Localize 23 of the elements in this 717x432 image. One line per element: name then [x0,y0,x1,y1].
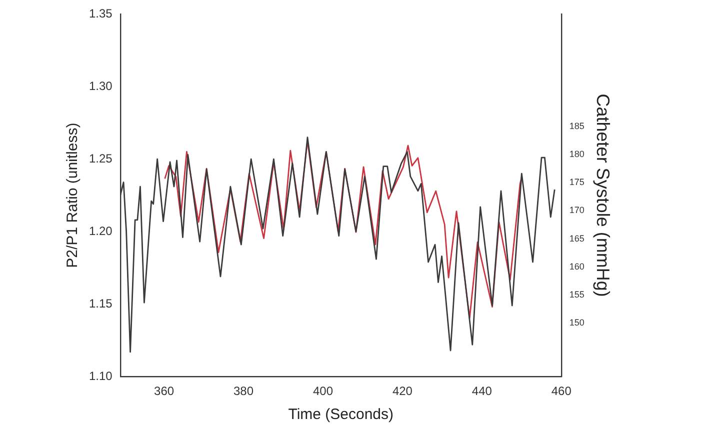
y2-tick-label: 150 [569,318,584,328]
y-tick-label: 1.25 [88,151,113,166]
x-tick-label: 360 [154,384,174,398]
x-tick-label: 440 [472,384,492,398]
y-axis-title: P2/P1 Ratio (unitless) [64,122,82,268]
y2-tick-label: 185 [569,120,584,131]
x-tick-label: 420 [392,384,413,398]
x-tick-label: 380 [234,384,254,398]
y-tick-label: 1.15 [88,296,113,310]
x-tick-label: 460 [551,384,572,398]
x-tick-label: 400 [312,384,334,398]
y-tick-label: 1.10 [88,368,113,383]
y2-tick-label: 170 [569,205,584,216]
y-tick-label: 1.35 [88,6,113,20]
x-axis-title: Time (Seconds) [288,406,394,424]
y2-tick-label: 180 [569,149,584,160]
y2-tick-label: 155 [569,290,584,300]
y2-axis-title: Catheter Systole (mmHg) [593,94,614,297]
y2-tick-label: 175 [569,177,584,188]
y2-tick-label: 160 [569,261,584,272]
y-tick-label: 1.30 [88,78,113,93]
y-tick-label: 1.20 [88,224,113,238]
y2-tick-label: 165 [569,233,584,244]
